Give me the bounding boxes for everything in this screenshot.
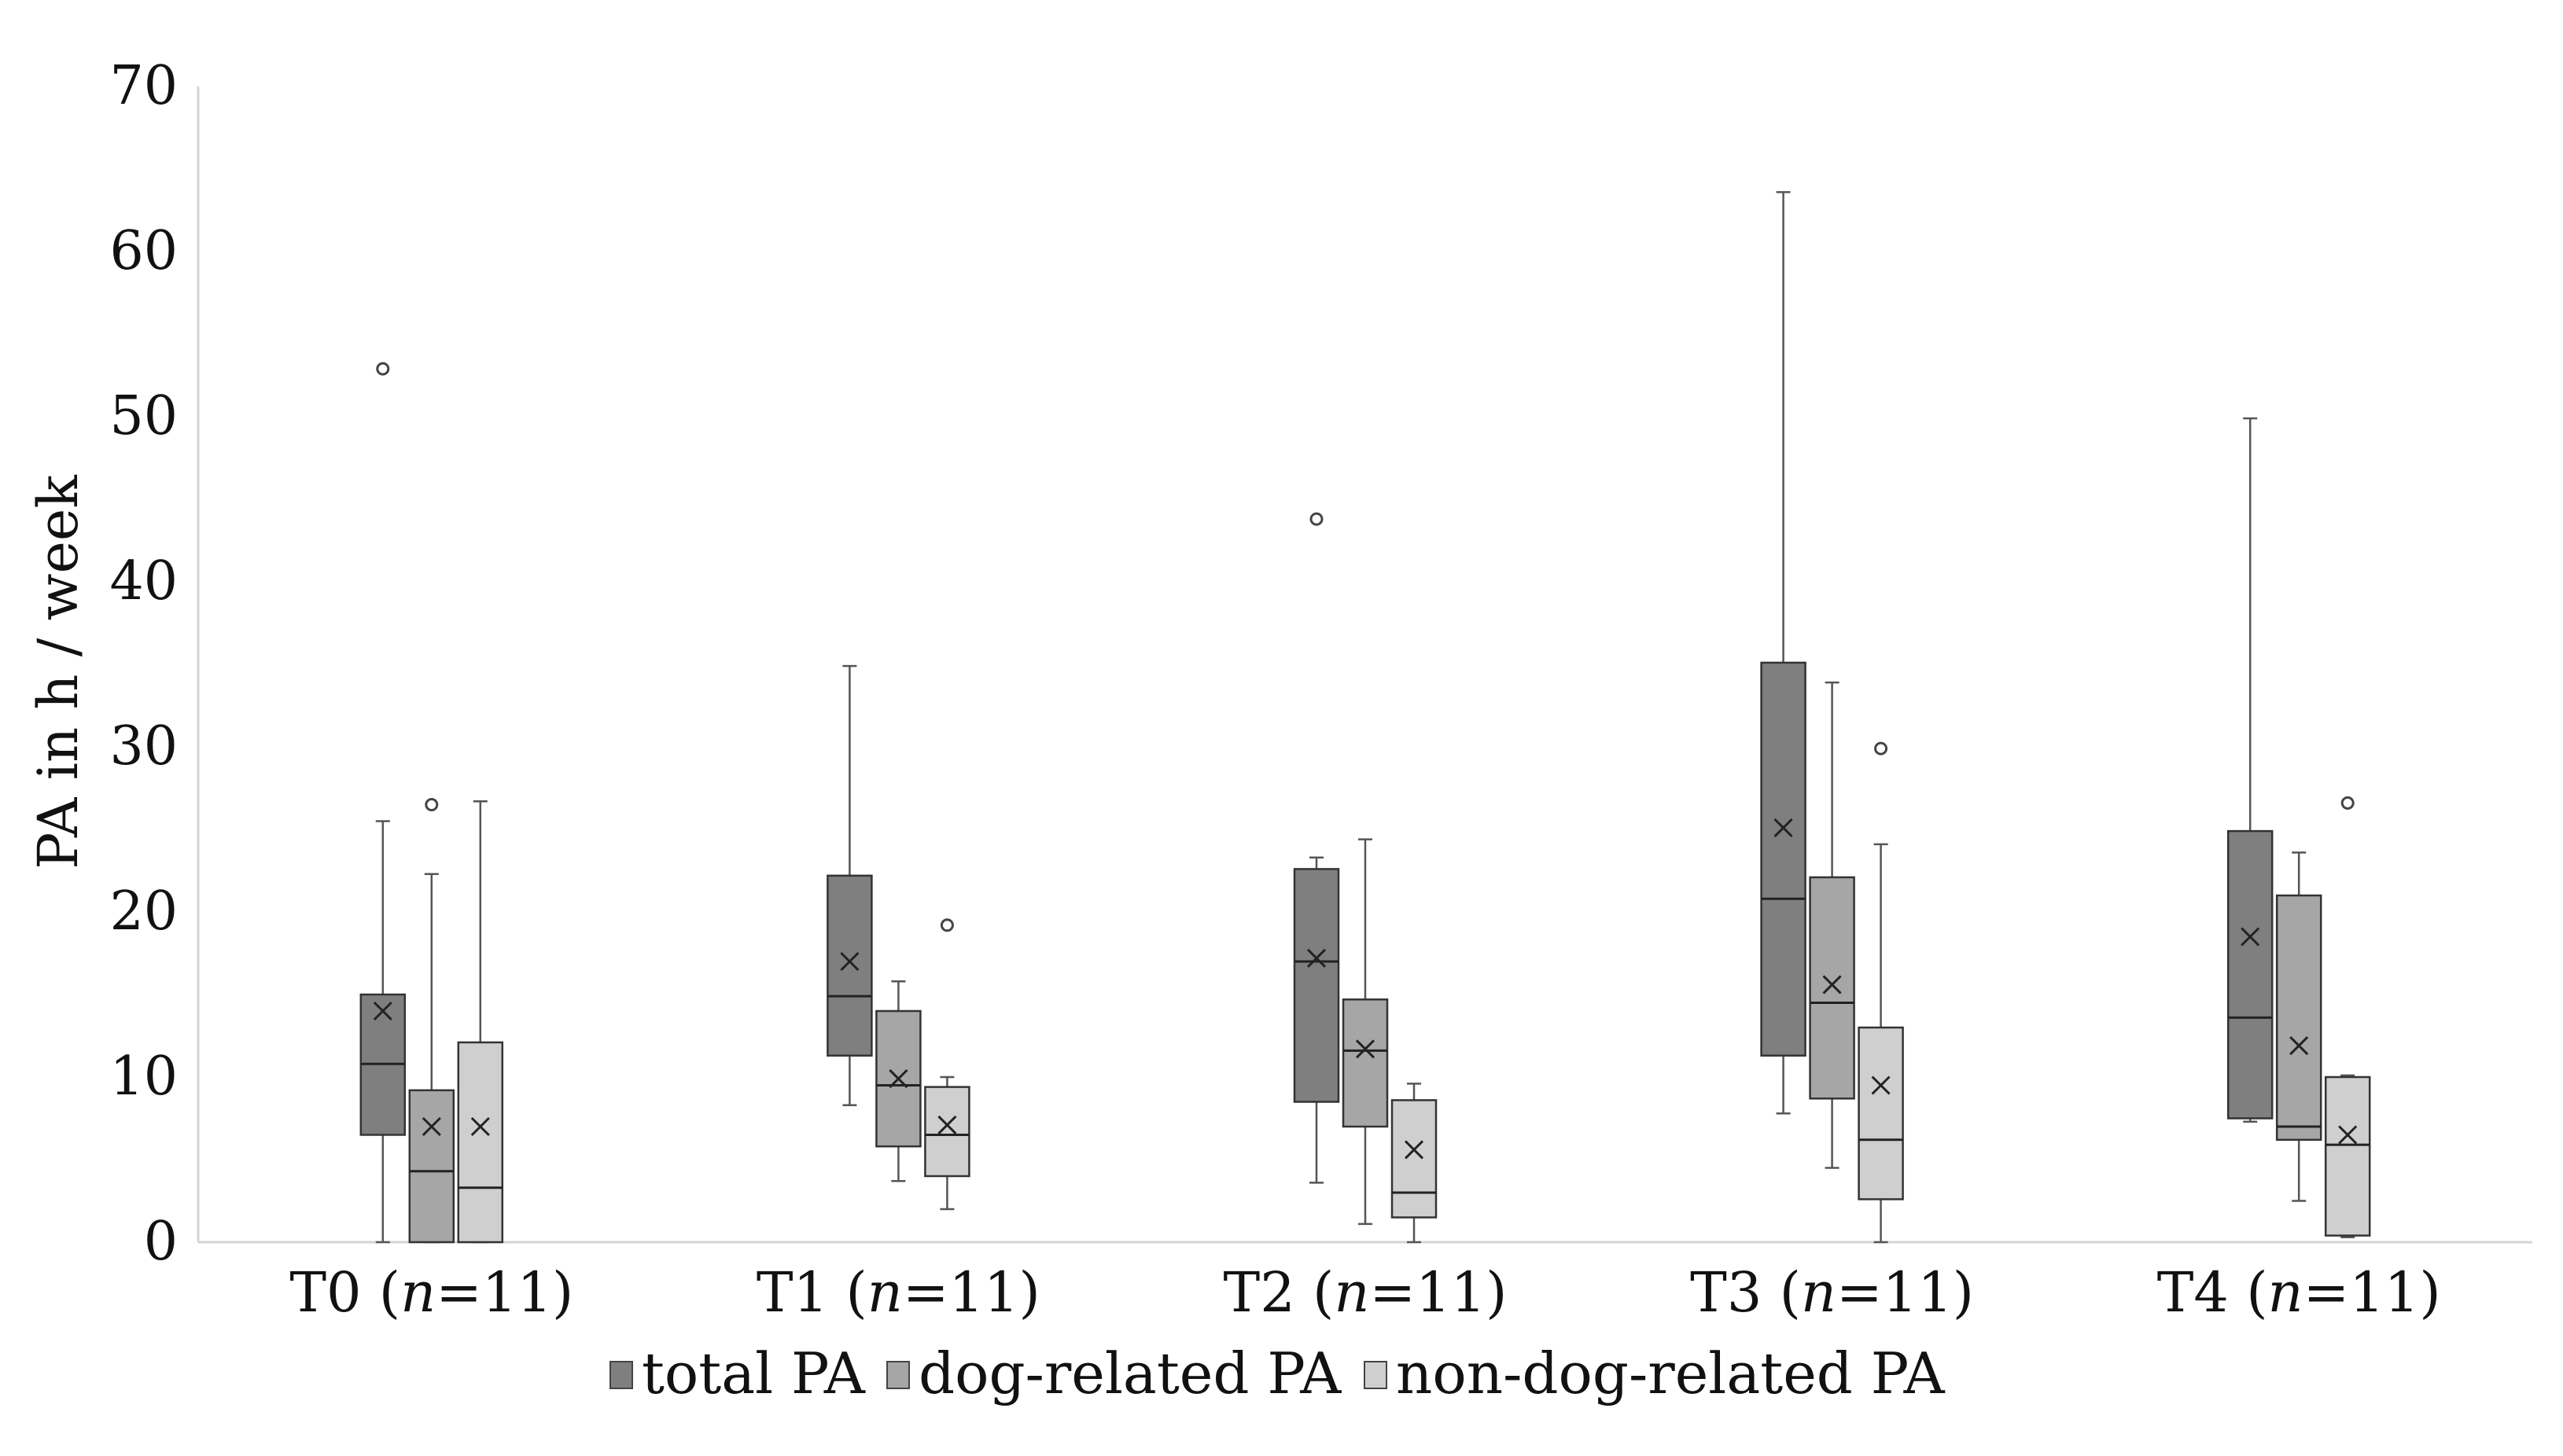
legend-swatch: [886, 1361, 910, 1389]
outlier-point: [2340, 796, 2355, 810]
box-dog-related-PA: [1342, 998, 1389, 1128]
y-tick-label: 40: [109, 550, 178, 612]
y-axis-title: PA in h / week: [26, 475, 90, 870]
y-tick-label: 60: [109, 220, 178, 282]
y-tick-label: 20: [109, 881, 178, 943]
box-dog-related-PA: [1809, 876, 1855, 1100]
box-total-PA: [827, 874, 873, 1057]
x-category-label: T2 (n=11): [1224, 1260, 1508, 1325]
legend-label: non-dog-related PA: [1396, 1340, 1946, 1406]
legend: total PA dog-related PA non-dog-related PA: [609, 1340, 1946, 1406]
mean-marker: [373, 1001, 392, 1021]
box-non-dog-related-PA: [457, 1041, 504, 1244]
mean-marker: [1871, 1075, 1891, 1095]
x-category-label: T1 (n=11): [757, 1260, 1040, 1325]
box-total-PA: [1293, 868, 1340, 1103]
box-total-PA: [1760, 661, 1806, 1057]
x-category-label: T4 (n=11): [2157, 1260, 2441, 1325]
legend-swatch: [1364, 1361, 1387, 1389]
mean-marker: [840, 951, 860, 972]
x-category-label: T3 (n=11): [1690, 1260, 1974, 1325]
outlier-point: [425, 798, 439, 811]
mean-marker: [937, 1115, 957, 1134]
mean-marker: [1822, 975, 1842, 995]
mean-marker: [889, 1069, 908, 1089]
box-non-dog-related-PA: [924, 1086, 970, 1178]
box-non-dog-related-PA: [1858, 1026, 1904, 1200]
y-tick-label: 70: [109, 55, 178, 117]
outlier-point: [1309, 512, 1324, 526]
box-dog-related-PA: [408, 1089, 455, 1244]
outlier-point: [940, 918, 954, 932]
legend-swatch: [609, 1361, 633, 1389]
mean-marker: [1355, 1039, 1375, 1059]
legend-label: dog-related PA: [919, 1340, 1342, 1406]
y-tick-label: 0: [144, 1211, 178, 1273]
y-tick-label: 30: [109, 715, 178, 778]
mean-marker: [2289, 1036, 2309, 1056]
legend-label: total PA: [642, 1340, 866, 1406]
mean-marker: [1773, 818, 1793, 837]
mean-marker: [1404, 1140, 1424, 1160]
mean-marker: [422, 1116, 441, 1137]
mean-marker: [2338, 1125, 2358, 1145]
y-tick-label: 10: [109, 1046, 178, 1108]
mean-marker: [2241, 927, 2260, 947]
mean-marker: [1306, 948, 1327, 968]
outlier-point: [1874, 741, 1888, 756]
box-total-PA: [2226, 829, 2274, 1120]
box-non-dog-related-PA: [1390, 1099, 1438, 1219]
mean-marker: [470, 1116, 490, 1137]
box-non-dog-related-PA: [2324, 1075, 2371, 1237]
x-category-label: T0 (n=11): [289, 1260, 573, 1325]
outlier-point: [376, 362, 390, 376]
box-dog-related-PA: [2275, 894, 2322, 1142]
plot-area: 0 10 20 30 40 50 60 70 T0 (n=11) T1 (n=11) T2 (n=1…: [109, 55, 2532, 1325]
y-tick-label: 50: [109, 385, 178, 447]
